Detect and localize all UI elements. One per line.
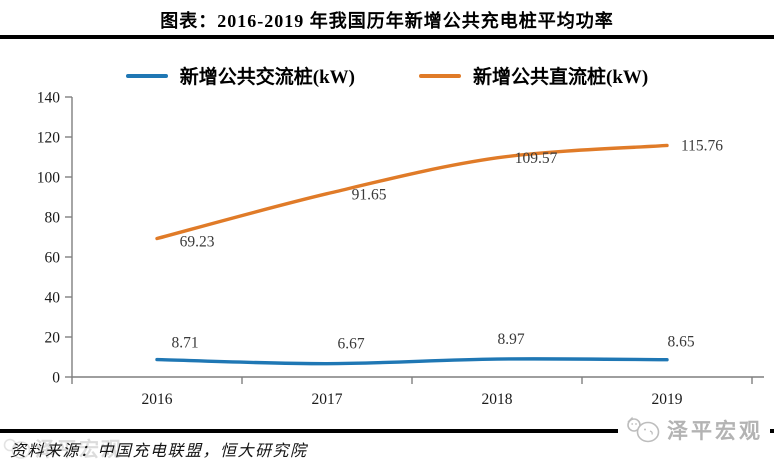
y-tick-label: 120	[37, 130, 61, 147]
x-tick-label: 2018	[482, 391, 513, 408]
zeping-logo: 泽平宏观	[618, 413, 770, 447]
legend-label-1: 新增公共直流桩(kW)	[473, 67, 649, 88]
legend-swatch-1	[419, 73, 461, 78]
data-label-0-1: 6.67	[337, 336, 364, 353]
chart-legend: 新增公共交流桩(kW) 新增公共直流桩(kW)	[0, 62, 774, 89]
legend-label-0: 新增公共交流桩(kW)	[179, 67, 355, 88]
mascot-icon	[627, 416, 660, 443]
y-tick-label: 80	[45, 210, 61, 227]
top-divider-rule	[0, 35, 774, 39]
legend-item-0: 新增公共交流桩(kW)	[125, 62, 355, 89]
data-label-0-3: 8.65	[667, 334, 694, 351]
series-line-0	[155, 357, 669, 366]
watermark-text: 泽平宏观	[35, 439, 123, 461]
data-label-0-2: 8.97	[497, 331, 524, 348]
y-tick-label: 100	[37, 170, 61, 187]
y-tick-label: 60	[45, 250, 61, 267]
x-tick-label: 2016	[142, 391, 173, 408]
y-tick-label: 140	[37, 90, 61, 107]
legend-swatch-0	[125, 73, 168, 78]
series-line-1	[155, 143, 669, 241]
bottom-divider-rule	[0, 429, 774, 433]
data-label-1-3: 115.76	[681, 137, 723, 154]
y-tick-label: 40	[45, 290, 61, 307]
y-tick-label: 0	[52, 370, 60, 387]
data-label-1-2: 109.57	[515, 150, 558, 167]
data-label-0-0: 8.71	[171, 335, 198, 352]
y-tick-label: 20	[45, 330, 61, 347]
legend-item-1: 新增公共直流桩(kW)	[419, 62, 648, 89]
source-note: 资料来源：中国充电联盟，恒大研究院	[10, 443, 308, 460]
watermark-mascot-icon	[3, 438, 31, 459]
x-tick-label: 2017	[312, 391, 343, 408]
data-label-1-0: 69.23	[180, 234, 215, 251]
data-label-1-1: 91.65	[352, 187, 387, 204]
x-tick-label: 2019	[652, 391, 683, 408]
watermark-logo: 泽平宏观	[2, 433, 123, 462]
chart-title: 图表：2016-2019 年我国历年新增公共充电桩平均功率	[160, 11, 614, 31]
logo-text: 泽平宏观	[667, 419, 763, 443]
